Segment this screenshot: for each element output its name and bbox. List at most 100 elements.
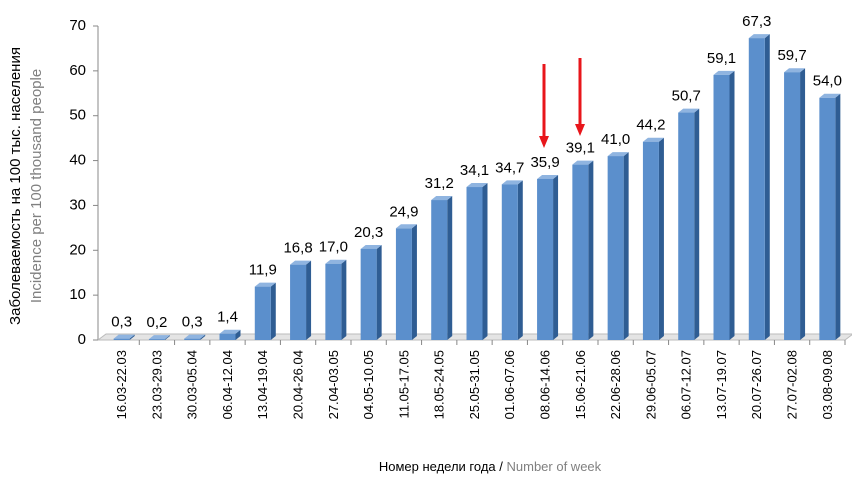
x-tick-label: 03.08-09.08 bbox=[820, 350, 835, 419]
bar-top bbox=[501, 180, 523, 185]
bar-top bbox=[290, 260, 312, 265]
value-label: 44,2 bbox=[636, 117, 665, 134]
bar bbox=[219, 333, 236, 340]
bar-side bbox=[482, 183, 488, 340]
bar-side bbox=[306, 260, 312, 340]
bar bbox=[184, 338, 201, 340]
arrow-head bbox=[539, 136, 549, 148]
x-tick-label: 27.04-03.05 bbox=[326, 350, 341, 419]
bar-top bbox=[642, 137, 664, 142]
x-axis-title: Номер недели года / Number of week bbox=[379, 459, 602, 474]
value-label: 11,9 bbox=[249, 262, 277, 279]
value-label: 20,3 bbox=[354, 224, 383, 241]
bar-top bbox=[219, 329, 241, 334]
bar-side bbox=[835, 93, 841, 341]
bar-top bbox=[819, 93, 841, 98]
value-label: 50,7 bbox=[672, 88, 701, 105]
bar-side bbox=[164, 335, 170, 340]
value-label: 17,0 bbox=[319, 239, 348, 256]
bar-side bbox=[764, 34, 770, 341]
bar-side bbox=[694, 108, 700, 341]
value-label: 1,4 bbox=[217, 309, 238, 326]
bar bbox=[466, 187, 483, 340]
value-label: 0,3 bbox=[182, 314, 203, 331]
bar-top bbox=[466, 183, 488, 188]
value-label: 34,7 bbox=[495, 159, 524, 176]
x-tick-label: 08.06-14.06 bbox=[538, 350, 553, 419]
bar-top bbox=[607, 152, 629, 157]
bar bbox=[678, 112, 695, 341]
bar-top bbox=[325, 259, 347, 264]
y-tick-label: 20 bbox=[69, 241, 86, 258]
bar-side bbox=[517, 180, 523, 340]
bar bbox=[254, 286, 271, 340]
x-tick-label: 25.05-31.05 bbox=[467, 350, 482, 419]
bar-side bbox=[658, 137, 664, 340]
bar-side bbox=[800, 68, 806, 341]
bar-top bbox=[572, 160, 594, 165]
bar-top bbox=[254, 282, 276, 287]
bar bbox=[572, 164, 589, 340]
y-tick-label: 50 bbox=[69, 107, 86, 124]
x-tick-label: 11.05-17.05 bbox=[396, 350, 411, 418]
bar-side bbox=[411, 224, 417, 340]
bar-top bbox=[148, 335, 170, 340]
x-tick-label: 27.07-02.08 bbox=[785, 350, 800, 419]
y-tick-label: 60 bbox=[69, 62, 86, 79]
bar bbox=[784, 72, 801, 341]
bar-side bbox=[623, 152, 629, 340]
arrow-head bbox=[575, 124, 585, 136]
bar bbox=[537, 178, 554, 340]
x-tick-label: 06.07-12.07 bbox=[679, 350, 694, 419]
bar bbox=[713, 74, 730, 340]
bar bbox=[395, 228, 412, 340]
bar-top bbox=[713, 70, 735, 75]
x-tick-label: 20.04-26.04 bbox=[291, 350, 306, 419]
y-axis-title: Заболеваемость на 100 тыс. населения bbox=[7, 47, 24, 325]
bar bbox=[748, 38, 765, 341]
x-tick-label: 13.07-19.07 bbox=[714, 350, 729, 419]
bar-side bbox=[235, 329, 241, 340]
x-tick-label: 30.03-05.04 bbox=[185, 350, 200, 419]
x-tick-label: 29.06-05.07 bbox=[643, 350, 658, 419]
bar bbox=[360, 248, 377, 340]
bar-side bbox=[270, 282, 276, 340]
bar bbox=[325, 263, 342, 340]
bar bbox=[290, 264, 307, 340]
y-tick-label: 10 bbox=[69, 286, 86, 303]
x-axis-title-ru: Номер недели года / bbox=[379, 459, 503, 474]
value-label: 39,1 bbox=[566, 140, 595, 157]
y-tick-label: 40 bbox=[69, 152, 86, 169]
x-tick-label: 13.04-19.04 bbox=[255, 350, 270, 419]
value-label: 59,1 bbox=[707, 50, 736, 67]
bar-top bbox=[537, 174, 559, 179]
value-label: 35,9 bbox=[530, 154, 559, 171]
x-tick-label: 01.06-07.06 bbox=[502, 350, 517, 419]
bar bbox=[607, 156, 624, 340]
y-tick-label: 30 bbox=[69, 196, 86, 213]
value-label: 31,2 bbox=[425, 175, 454, 192]
x-axis-title-en: Number of week bbox=[507, 459, 602, 474]
x-tick-label: 22.06-28.06 bbox=[608, 350, 623, 419]
value-label: 24,9 bbox=[389, 203, 418, 220]
value-label: 0,2 bbox=[146, 314, 167, 331]
x-tick-label: 16.03-22.03 bbox=[114, 350, 129, 419]
bar bbox=[501, 184, 518, 340]
bar-side bbox=[200, 334, 206, 340]
bar-top bbox=[431, 196, 453, 201]
bar-side bbox=[447, 196, 453, 340]
bar bbox=[642, 141, 659, 340]
bar-side bbox=[553, 174, 559, 340]
bar-top bbox=[184, 334, 206, 339]
x-tick-label: 15.06-21.06 bbox=[573, 350, 588, 419]
value-label: 0,3 bbox=[111, 314, 132, 331]
value-label: 34,1 bbox=[460, 162, 489, 179]
value-label: 16,8 bbox=[283, 240, 312, 257]
bar-top bbox=[395, 224, 417, 229]
value-label: 59,7 bbox=[777, 47, 806, 64]
bar-top bbox=[784, 68, 806, 73]
bar-side bbox=[129, 334, 135, 340]
y-axis-title-en: Incidence per 100 thousand people bbox=[28, 69, 45, 303]
bar-top bbox=[113, 334, 135, 339]
